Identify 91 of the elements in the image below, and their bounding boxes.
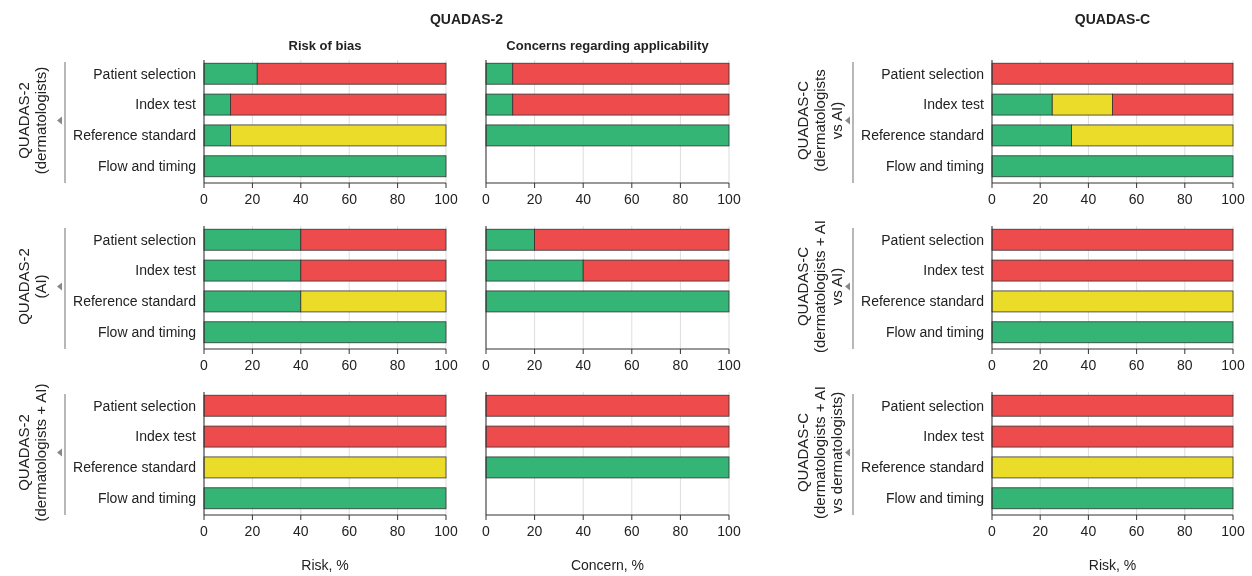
x-tick-label: 100	[717, 357, 741, 373]
y-tick-label: Reference standard	[73, 127, 196, 144]
y-tick-label: Reference standard	[73, 293, 196, 310]
x-tick-label: 40	[1080, 523, 1097, 539]
x-tick-label: 60	[624, 357, 640, 373]
x-tick-label: 40	[1080, 357, 1097, 373]
x-tick-label: 60	[341, 191, 358, 207]
x-tick-label: 80	[389, 523, 406, 539]
x-axis-title: Concern, %	[570, 557, 645, 573]
x-tick-label: 60	[624, 523, 640, 539]
y-axis-title: QUADAS-2 (dermatologists)	[14, 66, 49, 175]
x-tick-label: 40	[1080, 191, 1097, 207]
y-tick-label: Patient selection	[881, 65, 984, 82]
x-tick-label: 20	[1032, 191, 1049, 207]
chart-subtitle: Concerns regarding applicability	[506, 38, 710, 53]
y-tick-label: Reference standard	[861, 459, 984, 476]
y-tick-label: Index test	[135, 262, 197, 279]
y-tick-label: Flow and timing	[885, 490, 984, 507]
y-axis-title: QUADAS-C (dermatologists + AI vs AI)	[794, 220, 845, 353]
y-tick-label: Patient selection	[881, 231, 984, 248]
x-tick-label: 80	[1177, 357, 1193, 373]
chart-title: QUADAS-2	[429, 11, 504, 27]
x-tick-label: 40	[293, 523, 309, 539]
y-tick-label: Patient selection	[93, 231, 196, 248]
y-tick-label: Flow and timing	[885, 158, 984, 175]
x-tick-label: 80	[1177, 523, 1193, 539]
x-tick-label: 60	[341, 523, 358, 539]
y-tick-label: Reference standard	[861, 293, 984, 310]
x-tick-label: 100	[434, 191, 458, 207]
x-tick-label: 100	[717, 191, 741, 207]
y-tick-label: Index test	[923, 262, 985, 279]
x-tick-label: 0	[200, 357, 209, 373]
y-tick-label: Flow and timing	[97, 490, 196, 507]
x-tick-label: 0	[988, 191, 997, 207]
x-tick-label: 0	[200, 523, 209, 539]
y-axis-title: QUADAS-2 (dermatologists + AI)	[14, 383, 49, 522]
x-tick-label: 20	[244, 523, 261, 539]
y-axis-title: QUADAS-2 (AI)	[14, 248, 49, 325]
y-tick-label: Flow and timing	[97, 158, 196, 175]
x-tick-label: 0	[988, 357, 997, 373]
y-tick-label: Flow and timing	[885, 324, 984, 341]
x-tick-label: 100	[434, 523, 458, 539]
x-tick-label: 60	[341, 357, 358, 373]
x-tick-label: 20	[526, 523, 543, 539]
y-tick-label: Reference standard	[73, 459, 196, 476]
x-tick-label: 40	[293, 191, 309, 207]
y-tick-label: Index test	[135, 428, 197, 445]
x-tick-label: 100	[1221, 191, 1245, 207]
x-tick-label: 100	[1221, 357, 1245, 373]
x-tick-label: 60	[1128, 357, 1145, 373]
y-tick-label: Index test	[923, 428, 985, 445]
x-tick-label: 80	[389, 191, 406, 207]
x-tick-label: 0	[482, 191, 491, 207]
x-tick-label: 20	[526, 191, 543, 207]
x-tick-label: 20	[526, 357, 543, 373]
y-tick-label: Patient selection	[93, 397, 196, 414]
x-axis-title: Risk, %	[1088, 557, 1137, 573]
x-tick-label: 80	[672, 357, 689, 373]
y-tick-label: Patient selection	[93, 65, 196, 82]
x-tick-label: 60	[1128, 523, 1145, 539]
x-tick-label: 40	[293, 357, 309, 373]
x-tick-label: 0	[482, 523, 491, 539]
y-tick-label: Patient selection	[881, 397, 984, 414]
x-tick-label: 20	[244, 191, 261, 207]
x-tick-label: 80	[672, 523, 689, 539]
x-tick-label: 100	[1221, 523, 1245, 539]
x-tick-label: 60	[624, 191, 640, 207]
x-tick-label: 80	[672, 191, 689, 207]
x-tick-label: 40	[575, 191, 592, 207]
y-tick-label: Index test	[923, 96, 985, 113]
chart-subtitle: Risk of bias	[288, 38, 362, 53]
chart-title: QUADAS-C	[1074, 11, 1151, 27]
x-tick-label: 20	[1032, 523, 1049, 539]
y-axis-title: QUADAS-C (dermatologists vs AI)	[794, 69, 845, 172]
x-tick-label: 20	[244, 357, 261, 373]
y-tick-label: Index test	[135, 96, 197, 113]
x-tick-label: 0	[988, 523, 997, 539]
y-tick-label: Flow and timing	[97, 324, 196, 341]
x-tick-label: 100	[717, 523, 741, 539]
x-tick-label: 40	[575, 523, 592, 539]
x-axis-title: Risk, %	[301, 557, 349, 573]
x-tick-label: 60	[1128, 191, 1145, 207]
x-tick-label: 80	[389, 357, 406, 373]
x-tick-label: 80	[1177, 191, 1193, 207]
x-tick-label: 100	[434, 357, 458, 373]
y-axis-title: QUADAS-C (dermatologists + AI vs dermatologists)	[794, 386, 845, 519]
x-tick-label: 0	[200, 191, 209, 207]
x-tick-label: 40	[575, 357, 592, 373]
x-tick-label: 0	[482, 357, 491, 373]
y-tick-label: Reference standard	[861, 127, 984, 144]
x-tick-label: 20	[1032, 357, 1049, 373]
